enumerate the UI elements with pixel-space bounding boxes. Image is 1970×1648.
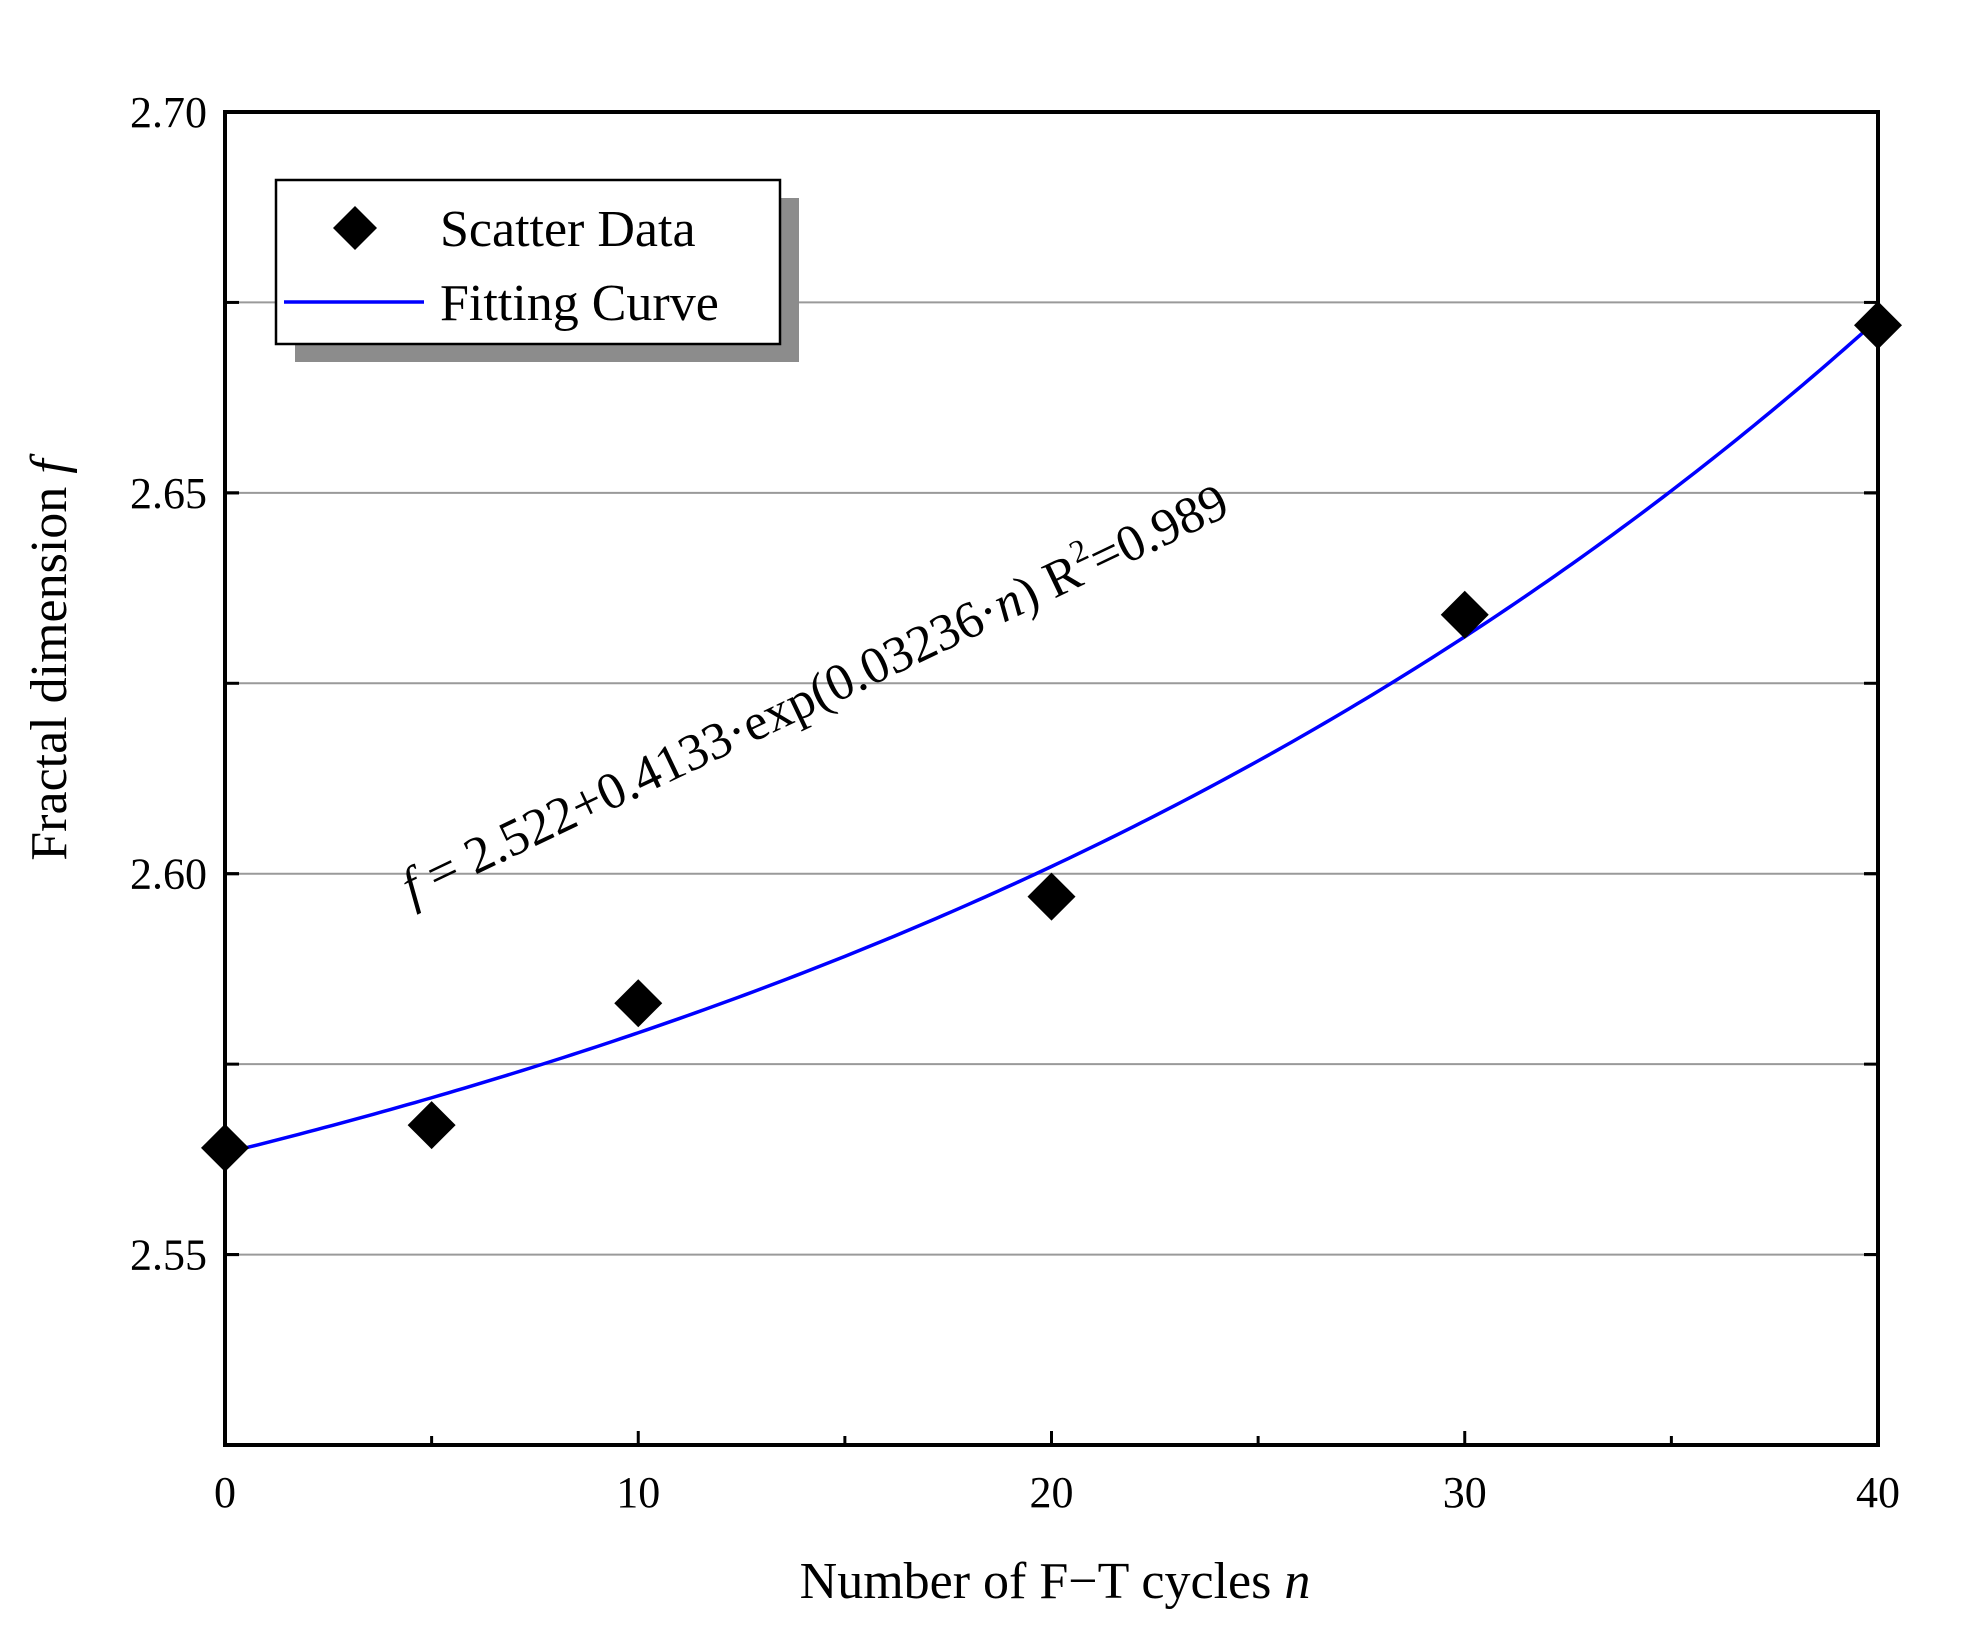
y-tick-label: 2.70: [130, 88, 207, 137]
scatter-point: [1027, 872, 1076, 921]
y-tick-label: 2.55: [130, 1231, 207, 1280]
legend-fit-label: Fitting Curve: [440, 275, 719, 332]
axis-ticks: [223, 110, 1880, 1445]
x-tick-label: 0: [214, 1468, 236, 1517]
legend-diamond-marker: [333, 206, 377, 250]
x-tick-label: 40: [1856, 1468, 1900, 1517]
x-axis-title: Number of F−T cycles n: [800, 1553, 1311, 1610]
scatter-point: [614, 979, 663, 1028]
x-tick-labels: 0 10 20 30 40: [214, 1468, 1900, 1517]
fitting-curve-line: [224, 317, 1880, 1155]
x-axis-var: n: [1284, 1553, 1310, 1610]
x-tick-label: 20: [1030, 1468, 1074, 1517]
x-tick-label: 30: [1443, 1468, 1487, 1517]
y-tick-label: 2.65: [130, 469, 207, 518]
scatter-point: [1440, 590, 1489, 639]
x-tick-label: 10: [616, 1468, 660, 1517]
legend-box: [274, 178, 782, 346]
y-tick-labels: 2.55 2.60 2.65 2.70: [130, 88, 207, 1280]
legend-scatter-label: Scatter Data: [440, 201, 696, 258]
scatter-point: [407, 1101, 456, 1150]
y-axis-title: Fractal dimension f: [21, 453, 78, 861]
x-axis-title-text: Number of F−T cycles: [800, 1553, 1272, 1610]
y-axis-title-text: Fractal dimension: [21, 487, 78, 861]
y-tick-label: 2.60: [130, 850, 207, 899]
legend: Scatter Data Fitting Curve: [274, 178, 799, 362]
